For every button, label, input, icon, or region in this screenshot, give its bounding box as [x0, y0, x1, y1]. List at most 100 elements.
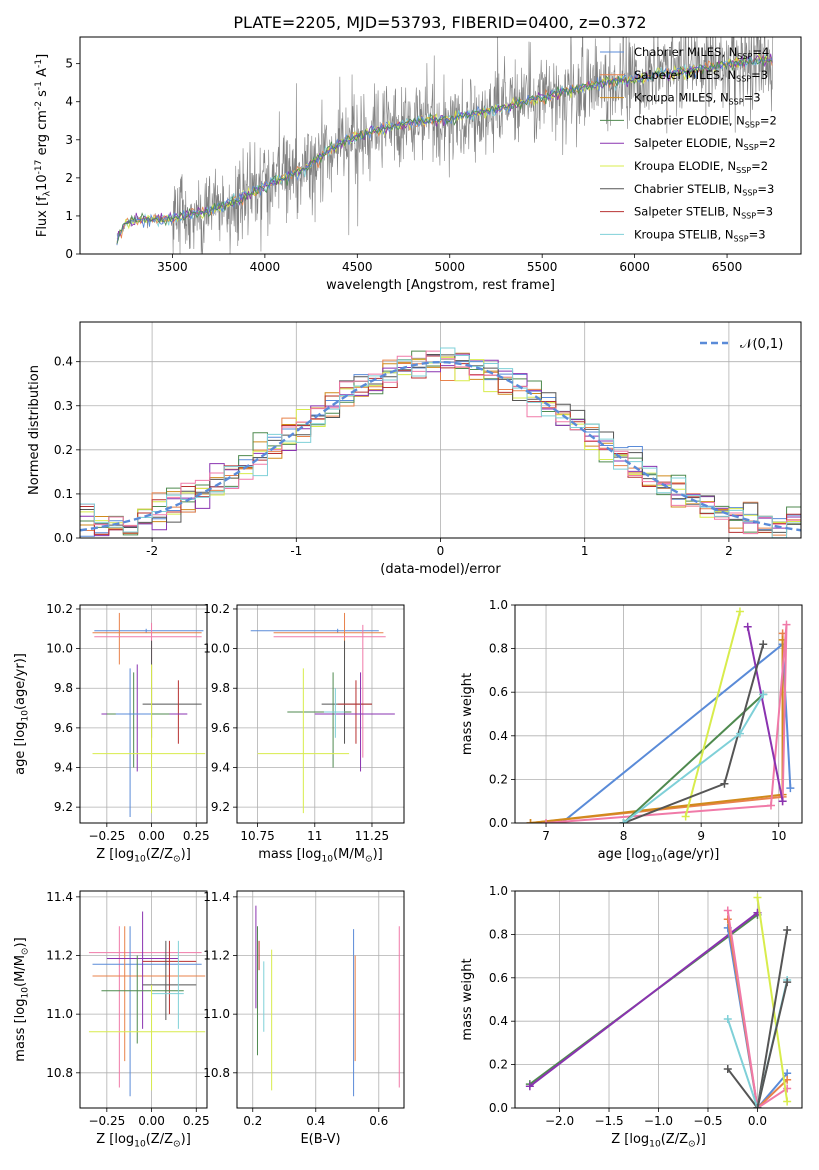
weight-marker [759, 640, 768, 649]
x-tick-label: 2 [725, 544, 733, 558]
text-run: ] [35, 54, 50, 59]
y-tick-label: 2 [65, 171, 73, 185]
text-run: =3 [744, 91, 761, 105]
x-tick-label: 0.6 [369, 1114, 388, 1128]
y-tick-label: 10.8 [203, 1066, 230, 1080]
y-tick-label: 0.2 [54, 443, 73, 457]
superscript: -17 [34, 159, 44, 174]
x-tick-label: 10 [771, 829, 786, 843]
x-tick-label: 5000 [434, 260, 465, 274]
weight-line [622, 693, 764, 823]
text-run: )] [181, 1132, 191, 1147]
x-tick-label: 11.25 [355, 829, 389, 843]
subscript: SSP [734, 234, 749, 243]
x-axis-label: mass [log10​(M/M⊙​)] [258, 847, 382, 864]
text-run: age [log [598, 847, 651, 862]
text-run: (M/M [13, 955, 28, 987]
y-tick-label: 11.0 [203, 1007, 230, 1021]
legend-label: Kroupa MILES, NSSP​=3 [634, 91, 761, 107]
y-tick-label: 10.2 [46, 602, 73, 616]
y-tick-label: 0 [65, 247, 73, 261]
text-run: mass [log [258, 847, 321, 862]
legend-label: Salpeter MILES, NSSP​=3 [634, 68, 768, 84]
y-tick-label: 9.2 [54, 800, 73, 814]
weight-line [530, 639, 784, 823]
text-run: Chabrier ELODIE, N [634, 113, 745, 127]
x-axis-label: Z [log10​(Z/Z⊙​)] [96, 1132, 191, 1149]
subscript: SSP [744, 143, 759, 152]
y-tick-label: 10.8 [46, 1066, 73, 1080]
y-tick-label: 0.8 [489, 642, 508, 656]
text-run: =4 [752, 45, 769, 59]
x-tick-label: −0.5 [693, 1114, 722, 1128]
subscript: 10 [321, 854, 333, 864]
y-tick-label: 9.6 [211, 721, 230, 735]
text-run: Z [log [611, 1132, 649, 1147]
y-tick-label: 11.2 [46, 949, 73, 963]
weight_vs_Z-plot-area [525, 893, 792, 1108]
x-tick-label: 4000 [250, 260, 281, 274]
x-tick-label: 0.25 [183, 829, 210, 843]
weight-marker [723, 1015, 732, 1024]
text-run: mass [log [13, 999, 28, 1062]
y-tick-label: 11.0 [46, 1007, 73, 1021]
text-run: =2 [759, 136, 776, 150]
text-run: Kroupa MILES, N [634, 91, 729, 105]
text-run: Salpeter STELIB, N [634, 205, 741, 219]
weight-line [726, 929, 789, 1108]
axes-frame [236, 604, 405, 824]
x-tick-label: −0.25 [88, 829, 125, 843]
spectrum-legend: Chabrier MILES, NSSP​=4 Salpeter MILES, N… [600, 45, 777, 243]
text-run: (age/yr)] [662, 847, 719, 862]
weight-marker [759, 690, 768, 699]
weight-marker [778, 797, 787, 806]
text-run: (Z/Z [661, 1132, 688, 1147]
legend-label: Kroupa ELODIE, NSSP​=2 [634, 159, 768, 175]
y-tick-label: 0.3 [54, 399, 73, 413]
text-run: )] [13, 937, 28, 947]
weight-marker [542, 819, 551, 823]
subscript: 10 [649, 1139, 661, 1149]
text-run: Salpeter ELODIE, N [634, 136, 744, 150]
y-tick-label: 10.2 [203, 602, 230, 616]
y-tick-label: 0.0 [54, 531, 73, 545]
text-run: =3 [749, 227, 766, 241]
subscript: ⊙ [173, 1139, 181, 1149]
legend-label: 𝒩(0,1) [740, 337, 783, 352]
x-tick-label: 6000 [619, 260, 650, 274]
weight-line [529, 911, 759, 1088]
text-run: Chabrier STELIB, N [634, 182, 742, 196]
y-tick-label: 10.0 [46, 642, 73, 656]
axes-frame [514, 604, 803, 824]
subscript: SSP [736, 166, 751, 175]
weight-line [746, 626, 784, 802]
x-tick-label: −0.25 [88, 1114, 125, 1128]
y-axis-label: Flux [fλ​10-17​ erg cm-2​ s-1​ A-1​] [34, 54, 52, 237]
spectrum-plot-area [116, 37, 774, 254]
residual-histogram-step [80, 347, 801, 538]
age_vs_mass-plot-area [250, 612, 395, 814]
y-tick-label: 0.0 [489, 816, 508, 830]
text-run: (Z/Z [146, 847, 173, 862]
subscript: SSP [729, 97, 744, 106]
axes-frame [236, 890, 405, 1109]
weight-marker [753, 893, 762, 902]
weight-marker [753, 1104, 762, 1108]
model-spectrum-line [116, 56, 773, 244]
weight-line [545, 624, 788, 823]
x-tick-label: −1.0 [644, 1114, 673, 1128]
superscript: -1 [34, 59, 44, 68]
subscript: ⊙ [365, 854, 373, 864]
y-axis-label: mass weight [460, 673, 475, 755]
x-tick-label: 7 [542, 829, 550, 843]
weight-marker [735, 729, 744, 738]
age_vs_Z-axes: −0.25 0.00 0.259.29.49.69.810.010.2Z [log1… [13, 602, 210, 864]
subscript: ⊙ [688, 1139, 696, 1149]
subscript: SSP [742, 189, 757, 198]
legend-label: Salpeter ELODIE, NSSP​=2 [634, 136, 776, 152]
y-tick-label: 9.2 [211, 800, 230, 814]
x-tick-label: 8 [620, 829, 628, 843]
text-run: A [35, 68, 50, 81]
weight-marker [766, 801, 775, 810]
x-tick-label: 10.75 [240, 829, 274, 843]
